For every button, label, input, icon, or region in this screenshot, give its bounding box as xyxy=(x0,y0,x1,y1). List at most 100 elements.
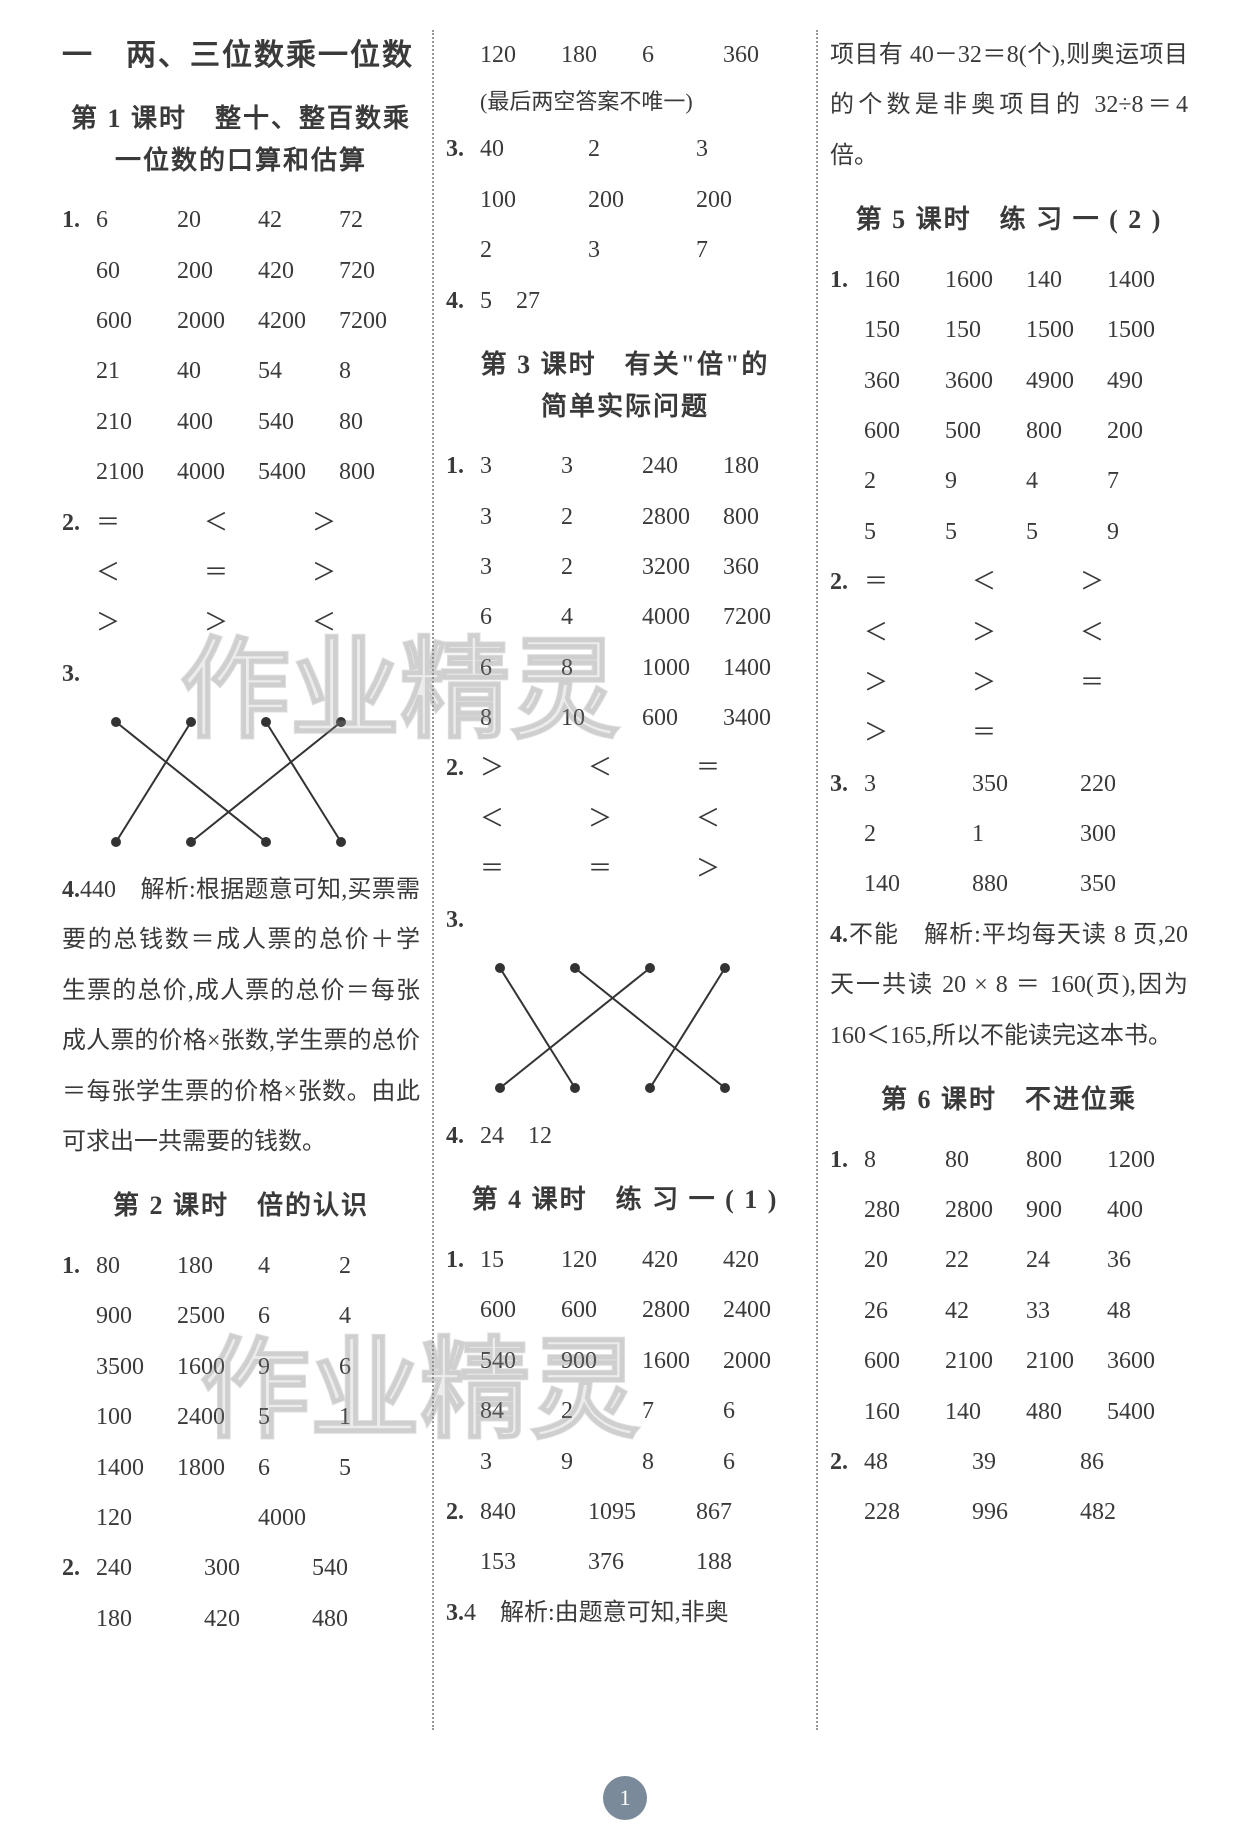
cell: 140 xyxy=(1026,255,1107,305)
cell: 360 xyxy=(864,356,945,406)
cell: 360 xyxy=(723,542,804,592)
cell: 800 xyxy=(723,492,804,542)
cell: 160 xyxy=(864,255,945,305)
q-number: 4. xyxy=(446,276,480,326)
cell: 1400 xyxy=(1107,255,1188,305)
l2-q2-grid: 240300540180420480 xyxy=(96,1543,420,1644)
cell: 1600 xyxy=(945,255,1026,305)
cell: 5 xyxy=(1026,507,1107,557)
cell: 153 xyxy=(480,1537,588,1587)
cell: 1500 xyxy=(1026,305,1107,355)
cell: 800 xyxy=(339,447,420,497)
cell: 2 xyxy=(480,225,588,275)
cell: 80 xyxy=(945,1135,1026,1185)
cell: 6 xyxy=(723,1437,804,1487)
cell: 2100 xyxy=(945,1336,1026,1386)
cell: 7200 xyxy=(339,296,420,346)
cell: 996 xyxy=(972,1487,1080,1537)
cell: 120 xyxy=(96,1493,177,1543)
cell: 188 xyxy=(696,1537,804,1587)
cell: 5400 xyxy=(1107,1387,1188,1437)
cell: 6 xyxy=(96,195,177,245)
lesson2-title: 第 2 课时 倍的认识 xyxy=(62,1185,420,1227)
cell: 540 xyxy=(258,397,339,447)
cell: ＞ xyxy=(204,598,312,648)
cell: 24 xyxy=(1026,1235,1107,1285)
cell: 2 xyxy=(864,456,945,506)
q-number: 4. xyxy=(830,922,848,948)
cell: 100 xyxy=(480,175,588,225)
cell: 228 xyxy=(864,1487,972,1537)
cell: 26 xyxy=(864,1286,945,1336)
cell: 2800 xyxy=(642,1285,723,1335)
cell: 180 xyxy=(177,1241,258,1291)
cell: 180 xyxy=(723,441,804,491)
cell: 240 xyxy=(642,441,723,491)
cell: 2100 xyxy=(96,447,177,497)
q-number: 1. xyxy=(830,255,864,305)
q-number: 3. xyxy=(62,649,96,699)
cell: 1500 xyxy=(1107,305,1188,355)
cell: 22 xyxy=(945,1235,1026,1285)
matching-diagram-icon xyxy=(480,953,760,1103)
cell: 482 xyxy=(1080,1487,1188,1537)
cell: ＝ xyxy=(696,743,804,793)
cell xyxy=(1080,708,1188,758)
cell: 1 xyxy=(339,1392,420,1442)
cell: 8 xyxy=(480,693,561,743)
q-number: 4. xyxy=(446,1111,480,1161)
cell: 2 xyxy=(864,809,972,859)
cell: ＞ xyxy=(312,548,420,598)
cell: ＞ xyxy=(864,658,972,708)
c2-q4: 4. 5 27 xyxy=(446,276,804,326)
cell: ＝ xyxy=(588,844,696,894)
l4-q3: 3.4 解析:由题意可知,非奥 xyxy=(446,1588,804,1638)
cell: 220 xyxy=(1080,759,1188,809)
cell: 840 xyxy=(480,1487,588,1537)
cell: 300 xyxy=(1080,809,1188,859)
cell: 72 xyxy=(339,195,420,245)
cell: ＜ xyxy=(588,743,696,793)
cell: 140 xyxy=(864,859,972,909)
cell: 7 xyxy=(696,225,804,275)
cell: 80 xyxy=(96,1241,177,1291)
cell: ＜ xyxy=(696,794,804,844)
cell: 2000 xyxy=(177,296,258,346)
page-content: 一 两、三位数乘一位数 第 1 课时 整十、整百数乘 一位数的口算和估算 1. … xyxy=(50,30,1200,1730)
cell: ＝ xyxy=(204,548,312,598)
cell: 4000 xyxy=(642,592,723,642)
lesson3-title-line1: 第 3 课时 有关"倍"的 xyxy=(446,344,804,386)
cell: 420 xyxy=(258,246,339,296)
cell: 150 xyxy=(945,305,1026,355)
cell: 200 xyxy=(1107,406,1188,456)
cell: 900 xyxy=(96,1291,177,1341)
cell: 1095 xyxy=(588,1487,696,1537)
cell: 1400 xyxy=(723,643,804,693)
cell: 600 xyxy=(561,1285,642,1335)
cell: 7200 xyxy=(723,592,804,642)
l5-q1: 1. 1601600140140015015015001500360360049… xyxy=(830,255,1188,557)
cell: ＜ xyxy=(204,498,312,548)
cell: ＝ xyxy=(972,708,1080,758)
cell: 21 xyxy=(96,346,177,396)
cell: 2500 xyxy=(177,1291,258,1341)
cell: 140 xyxy=(945,1387,1026,1437)
cell: 420 xyxy=(204,1594,312,1644)
cell: 54 xyxy=(258,346,339,396)
cell: 160 xyxy=(864,1387,945,1437)
c2-q3: 3. 4023100200200237 xyxy=(446,124,804,275)
l6-q2: 2. 483986228996482 xyxy=(830,1437,1188,1538)
c2-q4-text: 5 27 xyxy=(480,276,540,326)
cell: ＜ xyxy=(1080,608,1188,658)
cell: 350 xyxy=(1080,859,1188,909)
cell: 3 xyxy=(696,124,804,174)
cell: 3600 xyxy=(945,356,1026,406)
l4-q2-grid: 8401095867153376188 xyxy=(480,1487,804,1588)
cell: ＝ xyxy=(1080,658,1188,708)
cell: 800 xyxy=(1026,1135,1107,1185)
lesson1-title-line2: 一位数的口算和估算 xyxy=(62,140,420,182)
q-number: 1. xyxy=(62,195,96,245)
cell: 420 xyxy=(642,1235,723,1285)
cell: 7 xyxy=(1107,456,1188,506)
l1-q4-text: 440 解析:根据题意可知,买票需要的总钱数＝成人票的总价＋学生票的总价,成人票… xyxy=(62,877,420,1155)
